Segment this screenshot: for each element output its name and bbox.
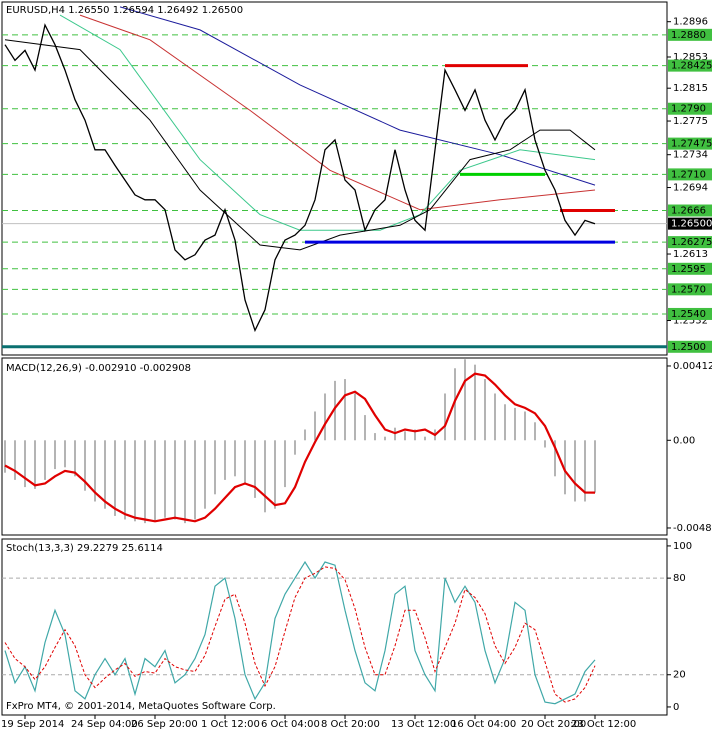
y-tick-label: 1.2613 [673,249,708,260]
level-label: 1.27475 [671,139,712,150]
series-line [4,372,596,523]
panel-frame [1,538,668,716]
level-label: 1.2540 [671,309,706,320]
y-tick-label: -0.00487 [673,523,712,534]
y-tick-label: 100 [673,541,692,552]
y-tick-label: 0.00 [673,435,695,446]
panel-frame [1,357,668,536]
moving-average [119,6,596,186]
macd-title: MACD(12,26,9) -0.002910 -0.002908 [6,363,191,374]
y-tick-label: 0 [673,702,679,713]
level-label: 1.2710 [671,169,706,180]
y-tick-label: 1.2734 [673,150,708,161]
y-tick-label: 20 [673,670,686,681]
level-label: 1.2666 [671,206,706,217]
level-label: 1.2595 [671,264,706,275]
level-box [668,283,712,296]
level-box [668,168,712,181]
y-tick-label: 1.2775 [673,116,708,127]
current-price-box [668,217,712,230]
level-box [668,236,712,249]
x-tick-label: 26 Sep 20:00 [131,719,198,730]
level-box [668,307,712,320]
y-tick-label: 1.2853 [673,52,708,63]
y-tick-label: 1.2532 [673,316,708,327]
level-label: 1.28425 [671,61,712,72]
series-line [4,560,596,705]
level-label: 1.2880 [671,30,706,41]
level-label: 1.2570 [671,284,706,295]
level-box [668,137,712,150]
series-line [4,23,596,333]
y-tick-label: 0.004127 [673,361,712,372]
x-tick-label: 19 Sep 2014 [1,719,64,730]
x-tick-label: 24 Sep 04:00 [71,719,138,730]
y-tick-label: 1.2694 [673,183,708,194]
x-tick-label: 6 Oct 04:00 [261,719,320,730]
level-label: 1.26275 [671,237,712,248]
level-box [668,102,712,115]
copyright: FxPro MT4, © 2001-2014, MetaQuotes Softw… [6,701,276,712]
x-tick-label: 20 Oct 20:00 [521,719,586,730]
moving-average [4,39,596,251]
level-label: 1.2500 [671,342,706,353]
level-box [668,59,712,72]
chart-title: EURUSD,H4 1.26550 1.26594 1.26492 1.2650… [6,5,243,16]
y-tick-label: 1.2815 [673,83,708,94]
stoch-title: Stoch(13,3,3) 29.2279 25.6114 [6,543,163,554]
y-tick-label: 80 [673,573,686,584]
level-box [668,204,712,217]
x-tick-label: 8 Oct 20:00 [321,719,380,730]
current-price-label: 1.26500 [671,219,712,230]
level-box [668,340,712,353]
x-tick-label: 23 Oct 12:00 [571,719,636,730]
moving-average [79,14,596,211]
x-tick-label: 1 Oct 12:00 [201,719,260,730]
signal-line [4,566,596,703]
level-box [668,262,712,275]
level-box [668,28,712,41]
x-tick-label: 16 Oct 04:00 [451,719,516,730]
level-label: 1.2790 [671,104,706,115]
y-tick-label: 1.2896 [673,17,708,28]
panel-frame [1,1,668,356]
x-tick-label: 13 Oct 12:00 [391,719,456,730]
moving-average [59,14,596,231]
